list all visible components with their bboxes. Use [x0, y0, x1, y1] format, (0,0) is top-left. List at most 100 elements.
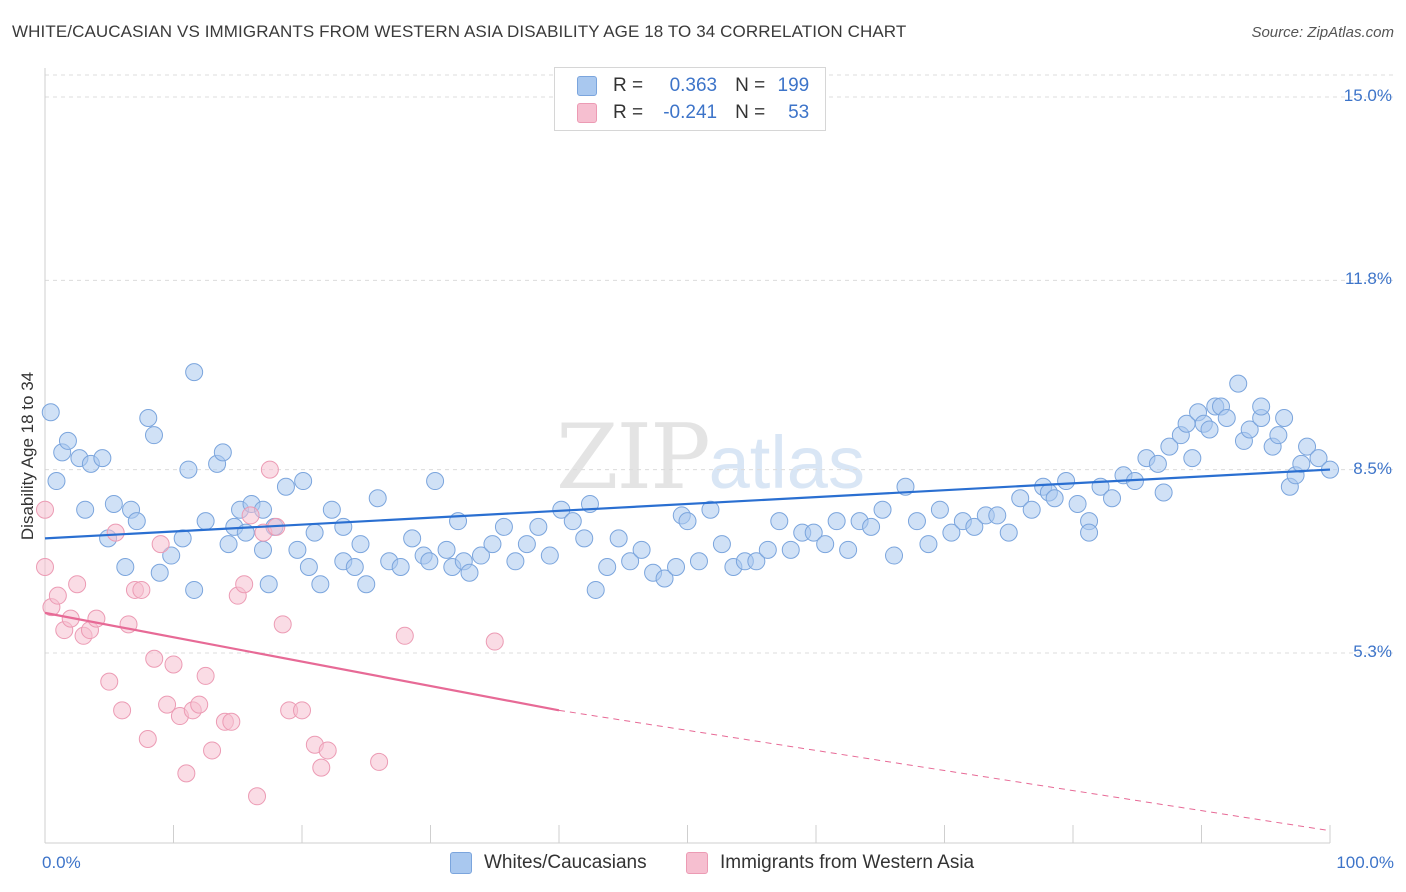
data-point-immigrants	[196, 666, 215, 685]
x-tick-label-min: 0.0%	[42, 853, 81, 872]
data-point-whites	[93, 449, 112, 468]
data-point-immigrants	[241, 506, 260, 525]
data-point-whites	[517, 535, 536, 554]
data-point-whites	[1200, 420, 1219, 439]
data-point-whites	[345, 558, 364, 577]
data-point-immigrants	[312, 758, 331, 777]
legend-swatch-pink	[686, 852, 708, 874]
data-point-whites	[179, 460, 198, 479]
data-point-whites	[816, 535, 835, 554]
data-point-whites	[58, 431, 77, 450]
data-point-whites	[1154, 483, 1173, 502]
series-whites-points	[41, 363, 1339, 599]
data-point-immigrants	[260, 460, 279, 479]
data-point-immigrants	[68, 575, 87, 594]
data-point-whites	[678, 512, 697, 531]
data-point-whites	[1022, 500, 1041, 519]
data-point-whites	[1057, 472, 1076, 491]
legend-r-value: -0.241	[663, 102, 718, 123]
data-point-whites	[632, 540, 651, 559]
y-tick-label: 15.0%	[1343, 86, 1392, 105]
trend-lines	[44, 468, 1331, 832]
data-point-whites	[781, 540, 800, 559]
data-point-whites	[391, 558, 410, 577]
data-point-whites	[885, 546, 904, 565]
data-point-immigrants	[132, 580, 151, 599]
data-point-whites	[426, 472, 445, 491]
data-point-whites	[598, 558, 617, 577]
data-point-whites	[1183, 449, 1202, 468]
data-point-whites	[1217, 408, 1236, 427]
data-point-whites	[655, 569, 674, 588]
source-label: Source: ZipAtlas.com	[1251, 24, 1394, 41]
data-point-whites	[747, 552, 766, 571]
data-point-whites	[299, 558, 318, 577]
data-point-immigrants	[273, 615, 292, 634]
legend-n-label: N =	[735, 75, 766, 96]
data-point-whites	[529, 517, 548, 536]
data-point-whites	[873, 500, 892, 519]
data-point-immigrants	[318, 741, 337, 760]
axes	[44, 68, 1331, 844]
series-legend: Whites/Caucasians Immigrants from Wester…	[0, 852, 1406, 878]
chart-title: WHITE/CAUCASIAN VS IMMIGRANTS FROM WESTE…	[12, 22, 907, 41]
data-point-whites	[173, 529, 192, 548]
data-point-whites	[213, 443, 232, 462]
data-point-whites	[1068, 494, 1087, 513]
data-point-whites	[357, 575, 376, 594]
correlation-legend: R = 0.363 N = 199 R = -0.241 N = 53	[554, 67, 826, 131]
data-point-whites	[965, 517, 984, 536]
data-point-whites	[506, 552, 525, 571]
data-point-whites	[701, 500, 720, 519]
legend-n-label: N =	[735, 102, 766, 123]
data-point-whites	[288, 540, 307, 559]
data-point-whites	[988, 506, 1007, 525]
data-point-immigrants	[151, 535, 170, 554]
x-tick-label-max: 100.0%	[1336, 853, 1394, 872]
gridlines	[45, 74, 1394, 654]
legend-swatch-blue	[450, 852, 472, 874]
data-point-whites	[185, 580, 204, 599]
data-point-whites	[827, 512, 846, 531]
data-point-whites	[1148, 454, 1167, 473]
data-point-whites	[1298, 437, 1317, 456]
data-point-whites	[1240, 420, 1259, 439]
y-tick-label: 11.8%	[1345, 269, 1392, 289]
data-point-immigrants	[203, 741, 222, 760]
data-point-whites	[420, 552, 439, 571]
trend-line-immigrants	[44, 611, 560, 712]
data-point-whites	[930, 500, 949, 519]
data-point-whites	[41, 403, 60, 422]
data-point-immigrants	[248, 787, 267, 806]
data-point-whites	[196, 512, 215, 531]
watermark-atlas: atlas	[708, 421, 865, 504]
data-point-whites	[999, 523, 1018, 542]
data-point-whites	[219, 535, 238, 554]
watermark: ZIPatlas	[556, 405, 865, 510]
data-point-whites	[1292, 454, 1311, 473]
data-point-whites	[1080, 523, 1099, 542]
data-point-whites	[839, 540, 858, 559]
trend-line-immigrants-extrapolated	[558, 709, 1331, 832]
y-tick-label: 5.3%	[1353, 642, 1392, 661]
legend-swatch-pink	[577, 103, 597, 123]
data-point-immigrants	[145, 649, 164, 668]
data-point-immigrants	[113, 701, 132, 720]
data-point-whites	[253, 540, 272, 559]
data-point-immigrants	[293, 701, 311, 720]
data-point-whites	[575, 529, 594, 548]
data-point-whites	[334, 517, 353, 536]
data-point-whites	[368, 489, 387, 508]
data-point-whites	[471, 546, 490, 565]
data-point-whites	[494, 517, 513, 536]
data-point-whites	[1229, 374, 1248, 393]
data-point-whites	[1160, 437, 1179, 456]
data-point-whites	[689, 552, 708, 571]
data-point-immigrants	[235, 575, 254, 594]
data-point-whites	[667, 558, 686, 577]
data-point-whites	[460, 563, 479, 582]
data-point-whites	[621, 552, 640, 571]
legend-r-value: 0.363	[669, 75, 718, 96]
data-point-whites	[586, 580, 605, 599]
data-point-whites	[540, 546, 559, 565]
